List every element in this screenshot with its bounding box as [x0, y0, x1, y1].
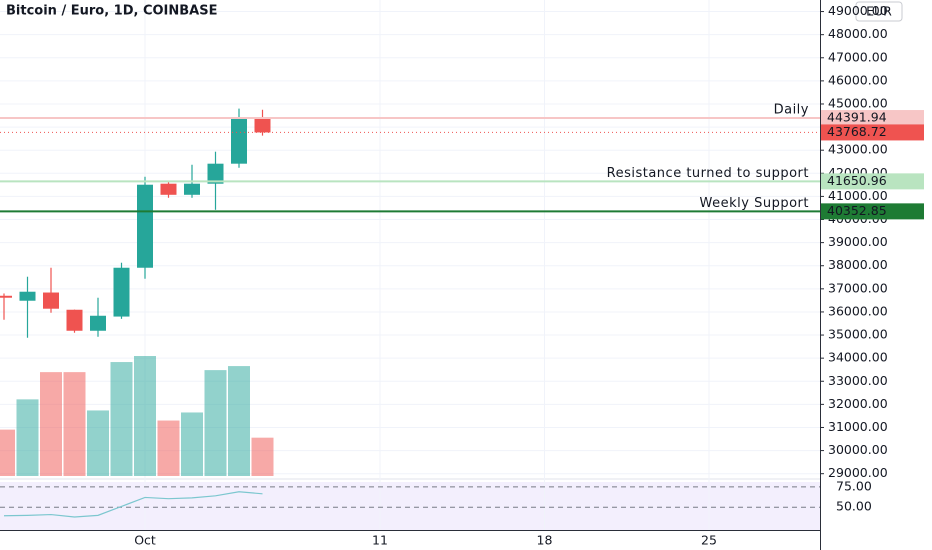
- volume-bar: [63, 372, 86, 476]
- volume-bar: [204, 370, 227, 476]
- x-tick-label: 11: [372, 533, 388, 548]
- volume-bar: [40, 372, 62, 476]
- volume-bar: [110, 362, 133, 476]
- chart-title: Bitcoin / Euro, 1D, COINBASE: [6, 4, 218, 19]
- price-label-box: [821, 203, 924, 220]
- y-tick-label: 33000.00: [828, 373, 888, 388]
- candle-body: [254, 117, 271, 133]
- currency[interactable]: EUR: [866, 4, 892, 19]
- y-tick-label: 45000.00: [828, 95, 888, 110]
- volume-bar: [134, 356, 156, 476]
- price-label-box: [821, 124, 924, 141]
- candle-body: [90, 315, 106, 331]
- candle-body: [0, 295, 12, 298]
- candle-body: [19, 291, 36, 301]
- candle-body: [160, 183, 177, 195]
- y-tick-label: 39000.00: [828, 234, 888, 249]
- y-tick-label: 37000.00: [828, 280, 888, 295]
- price-label: 40352.85: [827, 203, 887, 218]
- y-tick-label: 36000.00: [828, 303, 888, 318]
- y-tick-label: 32000.00: [828, 396, 888, 411]
- y-tick-label: 49000.00: [828, 3, 888, 18]
- candle-body: [137, 184, 153, 268]
- rsi-line: [3, 491, 263, 518]
- x-tick-label: 18: [537, 533, 553, 548]
- rsi-tick-label: 50.00: [836, 499, 872, 514]
- volume-bar: [157, 420, 180, 476]
- volume-bar: [16, 399, 39, 476]
- volume-bar: [0, 429, 15, 476]
- line-label: Resistance turned to support: [607, 166, 809, 181]
- y-tick-label: 41000.00: [828, 188, 888, 203]
- line-label: Weekly Support: [700, 196, 809, 211]
- rsi-tick-label: 75.00: [836, 478, 872, 493]
- currency-box[interactable]: [855, 1, 903, 22]
- candle-body: [113, 267, 130, 317]
- y-tick-label: 29000.00: [828, 465, 888, 480]
- price-label: 44391.94: [827, 110, 887, 125]
- candle-body: [231, 118, 247, 164]
- y-tick-label: 34000.00: [828, 350, 888, 365]
- candle-body: [43, 292, 59, 309]
- price-label: 43768.72: [827, 124, 887, 139]
- y-tick-label: 31000.00: [828, 419, 888, 434]
- y-tick-label: 47000.00: [828, 49, 888, 64]
- price-label: 41650.96: [827, 173, 887, 188]
- candle-body: [207, 163, 224, 184]
- volume-bar: [228, 366, 250, 476]
- rsi-pane: [0, 482, 820, 530]
- y-tick-label: 46000.00: [828, 72, 888, 87]
- y-tick-label: 30000.00: [828, 442, 888, 457]
- x-tick-label: 25: [701, 533, 717, 548]
- price-label-box: [821, 173, 924, 190]
- plot: Daily Resistance turned to support Weekly …: [0, 0, 824, 530]
- price-label-box: [821, 110, 924, 127]
- line-label: Daily: [774, 103, 809, 118]
- candle-body: [66, 309, 83, 331]
- volume-bar: [87, 410, 109, 476]
- y-tick-label: 35000.00: [828, 327, 888, 342]
- y-tick-label: 43000.00: [828, 142, 888, 157]
- x-tick-label: Oct: [134, 533, 156, 548]
- volume-bar: [251, 437, 274, 476]
- y-tick-label: 38000.00: [828, 257, 888, 272]
- candle-body: [184, 183, 200, 195]
- volume-bar: [181, 412, 203, 476]
- y-tick-label: 48000.00: [828, 26, 888, 41]
